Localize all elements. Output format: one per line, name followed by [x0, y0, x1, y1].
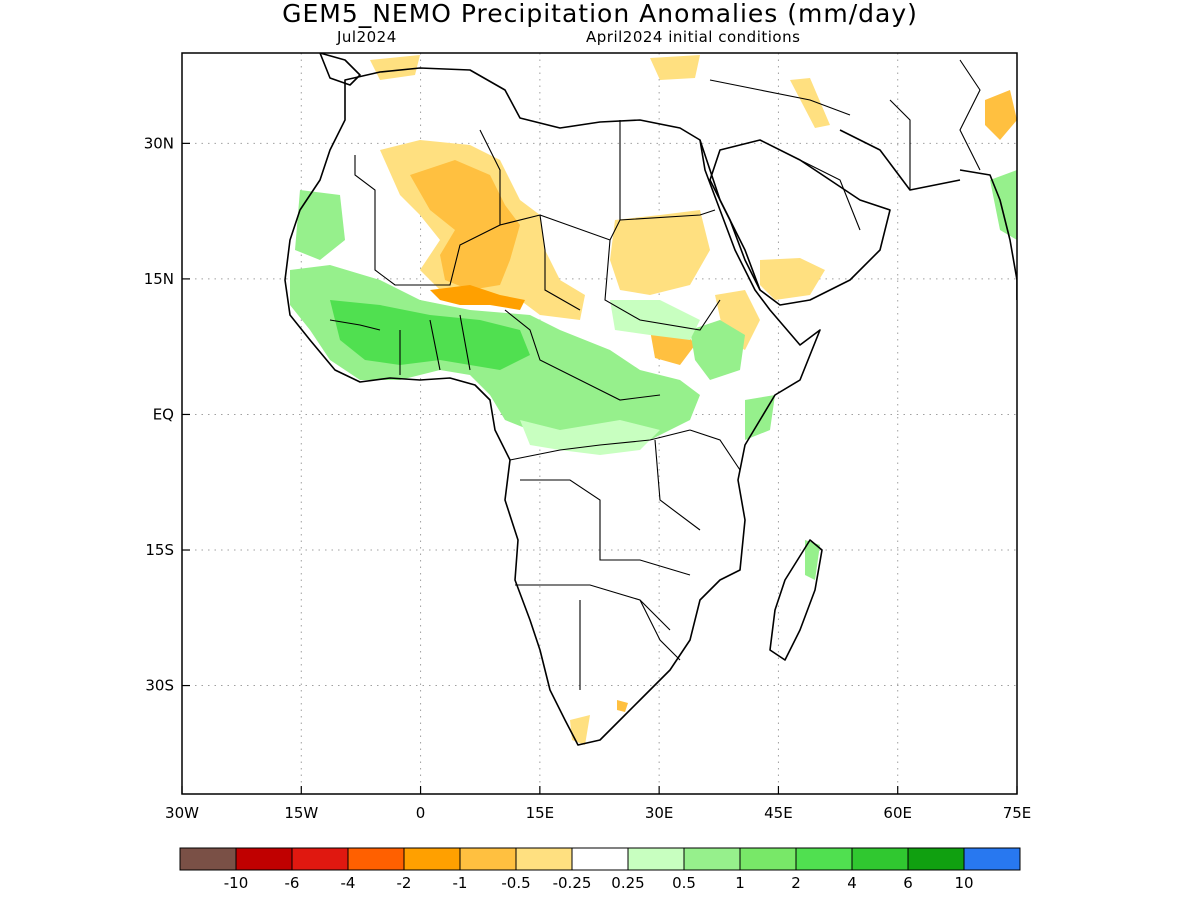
colorbar-label: 0.5 [672, 874, 696, 892]
colorbar-swatch [795, 847, 853, 871]
colorbar-swatch [739, 847, 797, 871]
africa-coastline [284, 67, 821, 746]
map-title: GEM5_NEMO Precipitation Anomalies (mm/da… [282, 0, 918, 28]
colorbar-swatch [515, 847, 573, 871]
lat-tick-label: 30S [145, 677, 174, 695]
lon-tick-label: 60E [883, 804, 912, 822]
lat-tick-label: 15N [144, 270, 174, 288]
dry-anomaly-arabia [760, 258, 825, 300]
colorbar-label: -10 [224, 874, 249, 892]
wet-anomaly-west-africa-north [610, 300, 700, 340]
colorbar-label: 10 [954, 874, 973, 892]
dry-anomaly-mediterranean [370, 55, 420, 80]
colorbar-label: 6 [903, 874, 913, 892]
colorbar-swatch [403, 847, 461, 871]
colorbar-labels: -10 -6 -4 -2 -1 -0.5 -0.25 0.25 0.5 1 2 4 6 10 [224, 874, 974, 892]
dry-anomaly-iran [985, 90, 1017, 140]
plot-frame [181, 52, 1018, 795]
colorbar-swatch [963, 847, 1021, 871]
colorbar-label: 2 [791, 874, 801, 892]
colorbar-swatch [683, 847, 741, 871]
colorbar-swatch [907, 847, 965, 871]
coastlines [284, 53, 1017, 746]
colorbar-label: 0.25 [611, 874, 644, 892]
colorbar-label: -1 [453, 874, 468, 892]
europe-coastline [319, 53, 361, 86]
colorbar-swatch [235, 847, 293, 871]
colorbar-swatch [459, 847, 517, 871]
wet-anomaly-india [990, 170, 1017, 240]
lat-tick-label: EQ [153, 405, 174, 423]
wet-anomaly-ethiopia [690, 320, 745, 380]
red-sea-coastline [699, 139, 761, 291]
wet-anomaly-congo [520, 420, 660, 455]
colorbar-label: -6 [285, 874, 300, 892]
dry-anomaly-turkey [650, 55, 700, 80]
dry-anomaly-libya [790, 78, 830, 128]
colorbar-label: 4 [847, 874, 857, 892]
madagascar-coastline [769, 539, 823, 661]
lat-tick-label: 15S [145, 541, 174, 559]
wet-anomaly-senegal [295, 190, 345, 260]
colorbar-swatch [571, 847, 629, 871]
wet-anomaly-madagascar [805, 540, 820, 580]
lon-tick-label: 15E [526, 804, 555, 822]
colorbar-swatch [627, 847, 685, 871]
anomaly-shading [290, 55, 1017, 745]
colorbar-swatch [347, 847, 405, 871]
colorbar-label: -4 [341, 874, 356, 892]
arabia-coastline [709, 139, 891, 306]
lat-tick-label: 30N [144, 134, 174, 152]
colorbar-swatch [291, 847, 349, 871]
gulf-coastline [839, 129, 961, 191]
colorbar [179, 847, 1021, 871]
initial-conditions: April2024 initial conditions [586, 28, 801, 46]
lon-tick-label: 15W [284, 804, 318, 822]
india-coastline [959, 169, 1017, 300]
dry-anomaly-sudan [610, 210, 710, 295]
longitude-axis: 30W 15W 0 15E 30E 45E 60E 75E [165, 786, 1031, 822]
forecast-month: Jul2024 [337, 28, 397, 46]
colorbar-swatch [179, 847, 237, 871]
colorbar-label: 1 [735, 874, 745, 892]
colorbar-swatch [851, 847, 909, 871]
latitude-axis: 30N 15N EQ 15S 30S [144, 134, 190, 695]
dry-anomaly-sahara-core [410, 160, 520, 290]
colorbar-label: -0.5 [501, 874, 530, 892]
colorbar-label: -0.25 [553, 874, 592, 892]
dry-anomaly-sahel-strong [430, 285, 525, 310]
lon-tick-label: 0 [416, 804, 426, 822]
colorbar-label: -2 [397, 874, 412, 892]
lon-tick-label: 30E [645, 804, 674, 822]
lon-tick-label: 30W [165, 804, 199, 822]
country-borders [329, 59, 981, 690]
wet-anomaly-guinea-core [330, 300, 530, 370]
dry-anomaly-lesotho [617, 700, 628, 712]
dry-anomaly-south-africa [570, 715, 590, 745]
lon-tick-label: 45E [764, 804, 793, 822]
lon-tick-label: 75E [1003, 804, 1032, 822]
